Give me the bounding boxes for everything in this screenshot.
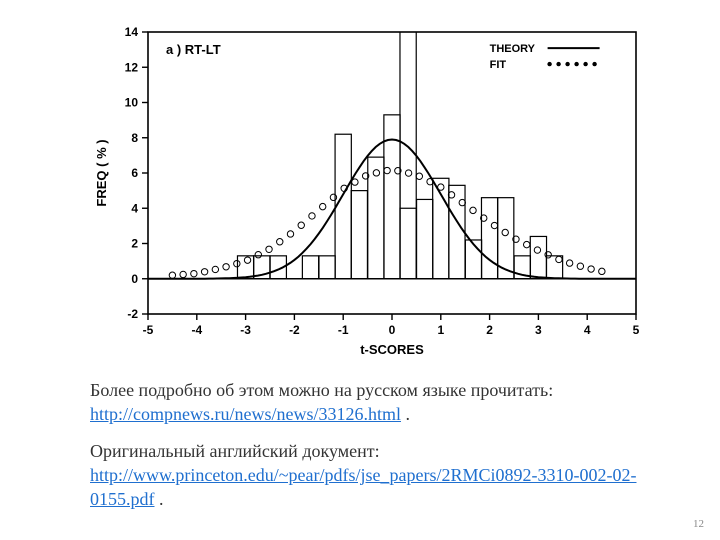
svg-text:-1: -1 xyxy=(338,323,349,337)
svg-text:-2: -2 xyxy=(289,323,300,337)
link-princeton[interactable]: http://www.princeton.edu/~pear/pdfs/jse_… xyxy=(90,465,636,509)
caption-line-2: Оригинальный английский документ: http:/… xyxy=(90,439,670,512)
svg-text:FIT: FIT xyxy=(490,59,507,71)
svg-text:0: 0 xyxy=(131,272,138,286)
caption-line-1: Более подробно об этом можно на русском … xyxy=(90,378,670,427)
chart-panel: -5-4-3-2-1012345-202468101214t-SCORESFRE… xyxy=(90,20,650,360)
svg-text:-4: -4 xyxy=(191,323,202,337)
svg-text:THEORY: THEORY xyxy=(490,43,536,55)
histogram-chart: -5-4-3-2-1012345-202468101214t-SCORESFRE… xyxy=(90,20,650,360)
svg-text:4: 4 xyxy=(584,323,591,337)
svg-text:-5: -5 xyxy=(143,323,154,337)
svg-text:-3: -3 xyxy=(240,323,251,337)
svg-text:6: 6 xyxy=(131,166,138,180)
link-compnews[interactable]: http://compnews.ru/news/news/33126.html xyxy=(90,404,401,424)
caption-1-prefix: Более подробно об этом можно на русском … xyxy=(90,380,553,400)
svg-text:0: 0 xyxy=(389,323,396,337)
svg-text:4: 4 xyxy=(131,201,138,215)
svg-text:-2: -2 xyxy=(127,307,138,321)
caption-block: Более подробно об этом можно на русском … xyxy=(90,378,670,511)
caption-2-prefix: Оригинальный английский документ: xyxy=(90,441,380,461)
svg-text:8: 8 xyxy=(131,131,138,145)
svg-text:12: 12 xyxy=(125,60,139,74)
svg-text:2: 2 xyxy=(486,323,493,337)
svg-text:FREQ ( % ): FREQ ( % ) xyxy=(94,139,109,206)
svg-text:10: 10 xyxy=(125,96,139,110)
svg-text:5: 5 xyxy=(633,323,640,337)
svg-text:t-SCORES: t-SCORES xyxy=(360,342,424,357)
svg-text:14: 14 xyxy=(125,25,139,39)
page-number: 12 xyxy=(693,518,704,530)
svg-text:a ) RT-LT: a ) RT-LT xyxy=(166,42,221,57)
svg-text:2: 2 xyxy=(131,237,138,251)
svg-text:1: 1 xyxy=(437,323,444,337)
caption-2-suffix: . xyxy=(155,489,164,509)
caption-1-suffix: . xyxy=(401,404,410,424)
svg-text:3: 3 xyxy=(535,323,542,337)
